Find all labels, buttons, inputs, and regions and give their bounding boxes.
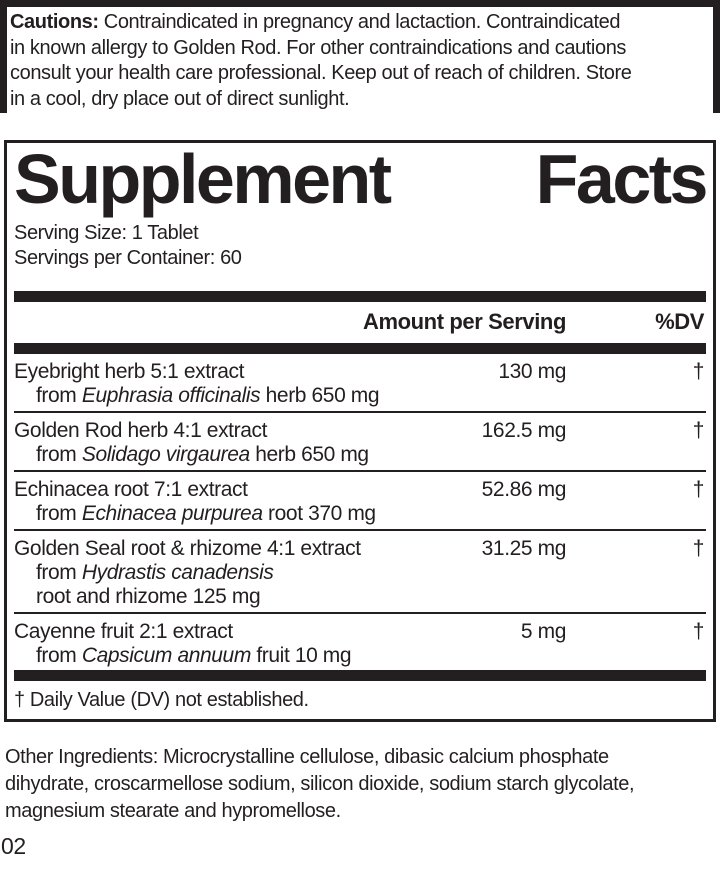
row-main: Golden Seal root & rhizome 4:1 extract 3… [14, 537, 706, 561]
ingredient-source: from Capsicum annuum fruit 10 mg [14, 644, 706, 668]
source-latin-name: Hydrastis canadensis [81, 561, 274, 584]
ingredient-dv: † [692, 537, 705, 560]
source-prefix: from [36, 644, 82, 667]
ingredient-amount: 5 mg [520, 620, 566, 643]
ingredient-name: Echinacea root 7:1 extract [14, 478, 248, 501]
table-row-eyebright: Eyebright herb 5:1 extract 130 mg † from… [14, 354, 706, 413]
other-ingredients-line: dihydrate, croscarmellose sodium, silico… [5, 773, 635, 795]
source-suffix: herb 650 mg [249, 443, 369, 466]
other-ingredients-line: magnesium stearate and hypromellose. [5, 800, 341, 822]
cautions-label: Cautions: [10, 11, 99, 33]
ingredient-amount: 31.25 mg [481, 537, 567, 560]
ingredient-name: Golden Rod herb 4:1 extract [14, 419, 268, 442]
source-suffix: fruit 10 mg [250, 644, 352, 667]
source-latin-name: Capsicum annuum [81, 644, 251, 667]
ingredient-name: Cayenne fruit 2:1 extract [14, 620, 233, 643]
ingredient-source: from Solidago virgaurea herb 650 mg [14, 443, 706, 467]
table-row-golden-rod: Golden Rod herb 4:1 extract 162.5 mg † f… [14, 413, 706, 472]
row-main: Echinacea root 7:1 extract 52.86 mg † [14, 478, 706, 502]
servings-per-container: Servings per Container: 60 [14, 247, 242, 269]
source-prefix: from [36, 384, 82, 407]
cautions-line: consult your health care professional. K… [10, 62, 632, 84]
ingredient-source: from Euphrasia officinalis herb 650 mg [14, 384, 706, 408]
supplement-facts-panel: Supplement Facts Serving Size: 1 Tablet … [4, 140, 716, 722]
ingredient-source-line2: root and rhizome 125 mg [36, 585, 261, 608]
source-suffix: herb 650 mg [260, 384, 380, 407]
panel-title: Supplement Facts [14, 140, 709, 218]
source-latin-name: Solidago virgaurea [81, 443, 250, 466]
ingredient-amount: 52.86 mg [481, 478, 567, 501]
ingredient-name: Eyebright herb 5:1 extract [14, 360, 245, 383]
serving-size: Serving Size: 1 Tablet [14, 222, 199, 244]
source-suffix: root 370 mg [262, 502, 376, 525]
source-prefix: from [36, 443, 82, 466]
dv-footnote: † Daily Value (DV) not established. [14, 689, 309, 711]
header-percent-dv: %DV [655, 309, 704, 334]
header-amount-per-serving: Amount per Serving [362, 309, 566, 334]
ingredient-dv: † [692, 360, 705, 383]
row-main: Golden Rod herb 4:1 extract 162.5 mg † [14, 419, 706, 443]
table-row-golden-seal: Golden Seal root & rhizome 4:1 extract 3… [14, 531, 706, 614]
other-ingredients-section: Other Ingredients: Microcrystalline cell… [5, 744, 715, 825]
cautions-section: Cautions: Contraindicated in pregnancy a… [0, 0, 720, 113]
ingredient-dv: † [692, 419, 705, 442]
ingredient-source: from Hydrastis canadensis [14, 561, 706, 585]
cautions-line: Cautions: Contraindicated in pregnancy a… [10, 10, 709, 36]
source-prefix: from [36, 502, 82, 525]
ingredient-dv: † [692, 620, 705, 643]
ingredient-source: from Echinacea purpurea root 370 mg [14, 502, 706, 526]
panel-title-word-1: Supplement [14, 140, 392, 218]
source-latin-name: Euphrasia officinalis [81, 384, 261, 407]
ingredient-amount: 130 mg [498, 360, 566, 383]
table-row-echinacea: Echinacea root 7:1 extract 52.86 mg † fr… [14, 472, 706, 531]
cautions-text: Contraindicated in pregnancy and lactact… [98, 11, 621, 33]
cautions-line: in a cool, dry place out of direct sunli… [10, 87, 350, 110]
table-header-row: Amount per Serving %DV [14, 302, 706, 343]
ingredient-dv: † [692, 478, 705, 501]
source-prefix: from [36, 561, 82, 584]
cautions-line: in known allergy to Golden Rod. For othe… [10, 36, 627, 59]
ingredient-amount: 162.5 mg [481, 419, 567, 442]
divider-bar [14, 670, 706, 681]
source-latin-name: Echinacea purpurea [81, 502, 263, 525]
table-row-cayenne: Cayenne fruit 2:1 extract 5 mg † from Ca… [14, 614, 706, 670]
footer-code: 02 [1, 833, 26, 859]
divider-bar [14, 343, 706, 354]
panel-title-word-2: Facts [535, 140, 709, 218]
row-main: Eyebright herb 5:1 extract 130 mg † [14, 360, 706, 384]
other-ingredients-line: Other Ingredients: Microcrystalline cell… [5, 746, 609, 768]
row-main: Cayenne fruit 2:1 extract 5 mg † [14, 620, 706, 644]
divider-bar [14, 291, 706, 302]
ingredient-name: Golden Seal root & rhizome 4:1 extract [14, 537, 361, 560]
